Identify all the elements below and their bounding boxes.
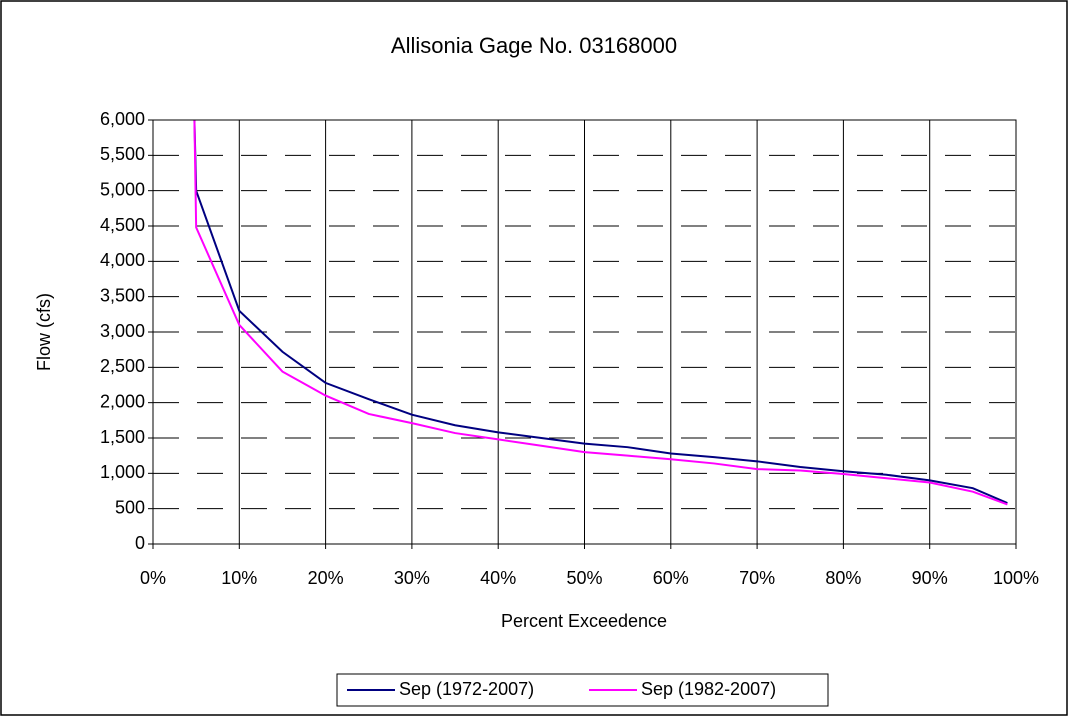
y-tick-label: 5,000 xyxy=(100,179,145,199)
x-tick-label: 10% xyxy=(221,568,257,588)
y-axis-label: Flow (cfs) xyxy=(34,293,54,371)
y-tick-label: 0 xyxy=(135,533,145,553)
y-tick-label: 3,000 xyxy=(100,321,145,341)
x-tick-label: 60% xyxy=(653,568,689,588)
x-axis-label: Percent Exceedence xyxy=(501,611,667,631)
legend xyxy=(336,673,829,707)
y-tick-label: 4,000 xyxy=(100,250,145,270)
legend-label: Sep (1982-2007) xyxy=(641,679,776,699)
y-tick-label: 1,000 xyxy=(100,462,145,482)
x-tick-label: 80% xyxy=(825,568,861,588)
x-tick-label: 20% xyxy=(308,568,344,588)
data-line xyxy=(193,120,1008,504)
x-tick-label: 0% xyxy=(140,568,166,588)
x-tick-label: 70% xyxy=(739,568,775,588)
x-tick-label: 40% xyxy=(480,568,516,588)
y-tick-label: 500 xyxy=(115,497,145,517)
y-tick-label: 2,000 xyxy=(100,391,145,411)
x-tick-label: 30% xyxy=(394,568,430,588)
y-tick-label: 5,500 xyxy=(100,144,145,164)
y-tick-label: 4,500 xyxy=(100,215,145,235)
plot-border xyxy=(152,119,1017,545)
y-tick-label: 3,500 xyxy=(100,285,145,305)
y-tick-label: 2,500 xyxy=(100,356,145,376)
chart-title: Allisonia Gage No. 03168000 xyxy=(391,33,677,58)
y-tick-label: 1,500 xyxy=(100,427,145,447)
x-tick-label: 100% xyxy=(993,568,1039,588)
y-tick-label: 6,000 xyxy=(100,109,145,129)
data-line xyxy=(193,120,1008,506)
x-tick-label: 50% xyxy=(566,568,602,588)
legend-label: Sep (1972-2007) xyxy=(399,679,534,699)
x-tick-label: 90% xyxy=(912,568,948,588)
